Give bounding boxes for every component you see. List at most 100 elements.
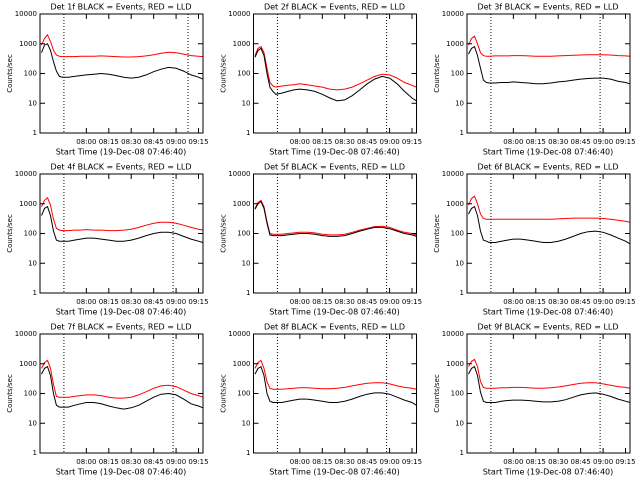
x-tick-label: 08:15 <box>312 298 332 306</box>
y-tick-label: 10000 <box>15 170 37 178</box>
y-tick-label: 1 <box>33 449 37 457</box>
y-tick-label: 100 <box>24 390 37 398</box>
panel: Det 2f BLACK = Events, RED = LLD Start Ti… <box>220 3 423 157</box>
panel: Det 8f BLACK = Events, RED = LLD Start Ti… <box>220 323 423 477</box>
y-tick-label: 1 <box>460 289 464 297</box>
x-tick-label: 08:00 <box>76 138 96 146</box>
y-tick-label: 1000 <box>446 200 464 208</box>
x-axis-label: Start Time (19-Dec-08 07:46:40) <box>483 468 614 477</box>
x-tick-label: 08:15 <box>99 298 119 306</box>
x-tick-label: 08:30 <box>548 458 568 466</box>
x-tick-label: 09:00 <box>593 458 613 466</box>
x-tick-label: 08:00 <box>290 138 310 146</box>
x-tick-label: 08:15 <box>526 138 546 146</box>
chart-title: Det 3f BLACK = Events, RED = LLD <box>477 3 618 12</box>
x-tick-label: 09:00 <box>166 458 186 466</box>
series-line <box>468 365 631 403</box>
series-line <box>468 195 631 223</box>
series-line <box>41 205 204 243</box>
y-tick-label: 100 <box>451 230 464 238</box>
x-tick-label: 09:00 <box>593 138 613 146</box>
y-tick-label: 10 <box>28 419 37 427</box>
x-tick-label: 09:15 <box>615 138 635 146</box>
x-tick-label: 09:00 <box>379 458 399 466</box>
series-line <box>41 365 204 410</box>
x-tick-label: 08:45 <box>357 298 377 306</box>
plot-frame <box>39 173 204 294</box>
y-tick-label: 1 <box>246 129 250 137</box>
x-tick-label: 08:00 <box>503 458 523 466</box>
y-tick-label: 1000 <box>19 40 37 48</box>
x-tick-label: 08:00 <box>290 458 310 466</box>
y-axis-label: Counts/sec <box>433 214 441 253</box>
panel: Det 3f BLACK = Events, RED = LLD Start Ti… <box>433 3 636 157</box>
x-tick-label: 08:45 <box>571 458 591 466</box>
x-tick-label: 09:15 <box>615 458 635 466</box>
x-tick-label: 09:00 <box>379 138 399 146</box>
y-axis-label: Counts/sec <box>433 374 441 413</box>
series-line <box>41 359 204 399</box>
y-tick-label: 1 <box>460 449 464 457</box>
x-tick-label: 09:15 <box>402 138 422 146</box>
y-tick-label: 10 <box>28 99 37 107</box>
chart-title: Det 4f BLACK = Events, RED = LLD <box>50 163 191 172</box>
series-line <box>254 45 417 91</box>
y-tick-label: 1000 <box>19 360 37 368</box>
x-tick-label: 08:00 <box>76 458 96 466</box>
x-axis-label: Start Time (19-Dec-08 07:46:40) <box>269 308 400 317</box>
x-tick-label: 08:45 <box>144 138 164 146</box>
panel: Det 5f BLACK = Events, RED = LLD Start Ti… <box>220 163 423 317</box>
panel: Det 7f BLACK = Events, RED = LLD Start Ti… <box>6 323 209 477</box>
y-axis-label: Counts/sec <box>6 374 14 413</box>
x-tick-label: 08:15 <box>526 298 546 306</box>
x-tick-label: 08:30 <box>548 138 568 146</box>
y-tick-label: 1000 <box>233 360 251 368</box>
x-axis-label: Start Time (19-Dec-08 07:46:40) <box>269 148 400 157</box>
x-tick-label: 09:15 <box>615 298 635 306</box>
series-line <box>468 35 631 57</box>
x-axis-label: Start Time (19-Dec-08 07:46:40) <box>56 308 187 317</box>
x-tick-label: 08:30 <box>335 298 355 306</box>
y-tick-label: 10000 <box>442 10 464 18</box>
x-tick-label: 09:15 <box>402 298 422 306</box>
plot-frame <box>253 13 417 134</box>
x-axis-label: Start Time (19-Dec-08 07:46:40) <box>483 308 614 317</box>
y-tick-label: 1 <box>246 289 250 297</box>
y-tick-label: 10000 <box>228 10 250 18</box>
y-tick-label: 10 <box>242 419 251 427</box>
y-tick-label: 10 <box>28 259 37 267</box>
y-tick-label: 1 <box>33 129 37 137</box>
y-tick-label: 1000 <box>19 200 37 208</box>
y-axis-label: Counts/sec <box>6 54 14 93</box>
y-tick-label: 100 <box>237 230 250 238</box>
x-tick-label: 08:00 <box>290 298 310 306</box>
plot-frame <box>466 333 631 454</box>
chart-title: Det 6f BLACK = Events, RED = LLD <box>477 163 618 172</box>
y-tick-label: 10 <box>242 99 251 107</box>
x-tick-label: 08:45 <box>144 298 164 306</box>
x-tick-label: 08:00 <box>76 298 96 306</box>
x-tick-label: 08:15 <box>99 138 119 146</box>
y-axis-label: Counts/sec <box>433 54 441 93</box>
y-tick-label: 10 <box>455 259 464 267</box>
plot-frame <box>39 333 204 454</box>
y-tick-label: 10000 <box>228 330 250 338</box>
series-line <box>254 365 417 406</box>
x-axis-label: Start Time (19-Dec-08 07:46:40) <box>269 468 400 477</box>
y-tick-label: 10000 <box>228 170 250 178</box>
x-tick-label: 08:45 <box>357 138 377 146</box>
x-tick-label: 08:30 <box>335 458 355 466</box>
x-tick-label: 08:15 <box>312 458 332 466</box>
y-tick-label: 100 <box>24 230 37 238</box>
y-tick-label: 10 <box>242 259 251 267</box>
y-tick-label: 10 <box>455 419 464 427</box>
x-axis-label: Start Time (19-Dec-08 07:46:40) <box>483 148 614 157</box>
x-axis-label: Start Time (19-Dec-08 07:46:40) <box>56 148 187 157</box>
chart-title: Det 5f BLACK = Events, RED = LLD <box>264 163 405 172</box>
series-line <box>254 47 417 102</box>
y-tick-label: 10000 <box>15 10 37 18</box>
chart-title: Det 1f BLACK = Events, RED = LLD <box>50 3 191 12</box>
y-axis-label: Counts/sec <box>220 214 228 253</box>
x-tick-label: 08:30 <box>335 138 355 146</box>
plot-frame <box>253 333 417 454</box>
